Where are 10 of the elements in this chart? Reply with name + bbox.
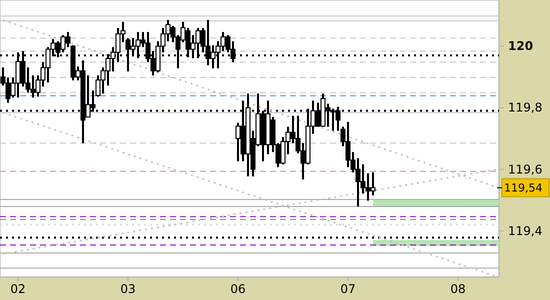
y-tick-label: 119,6: [508, 162, 542, 176]
text: 119,54: [504, 182, 542, 195]
y-tick-label: 120: [508, 39, 534, 54]
x-tick-label: 02: [10, 282, 26, 296]
x-tick-label: 06: [230, 282, 246, 296]
x-tick-label: 03: [120, 282, 136, 296]
y-tick-label: 119,8: [508, 100, 542, 115]
x-tick-label: 08: [450, 282, 466, 296]
x-tick-label: 07: [340, 282, 356, 296]
y-tick-label: 119,4: [508, 224, 542, 238]
